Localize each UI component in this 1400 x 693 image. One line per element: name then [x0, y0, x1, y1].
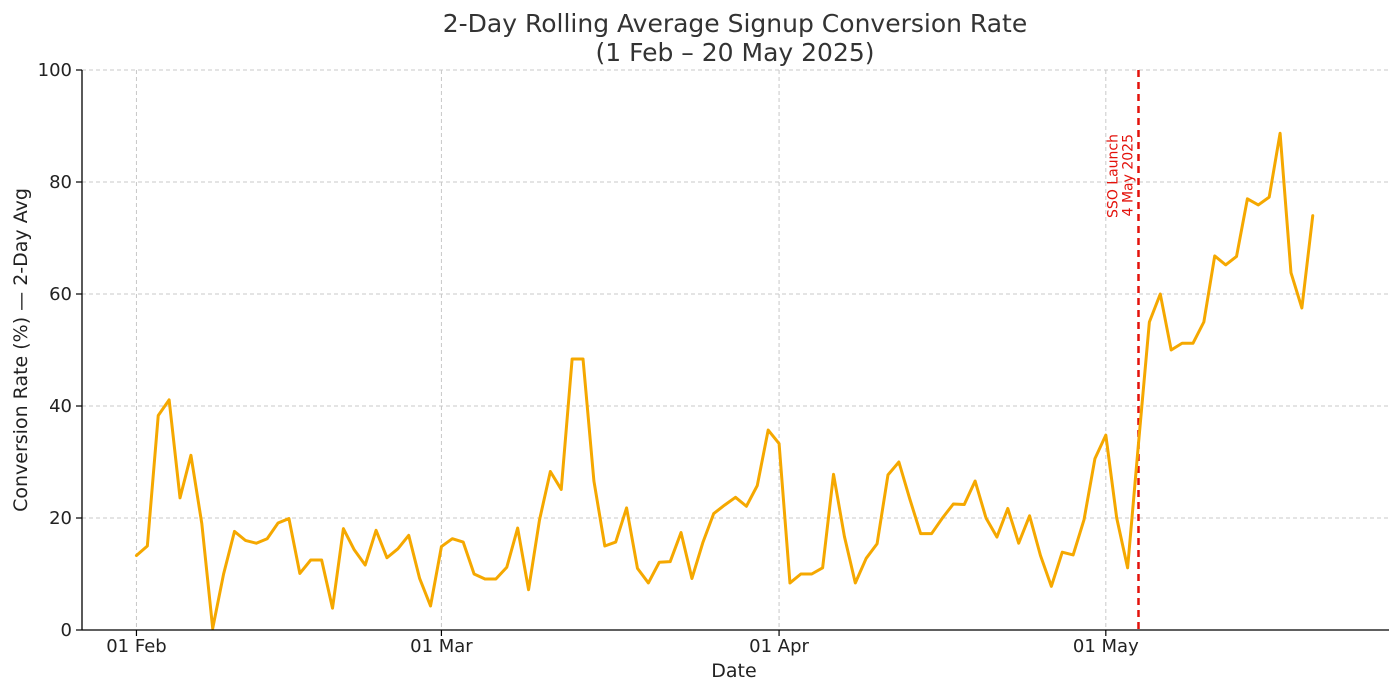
x-tick-label: 01 Feb	[106, 636, 167, 657]
x-ticks: 01 Feb 01 Mar 01 Apr 01 May	[106, 630, 1139, 657]
annotation: SSO Launch 4 May 2025	[1105, 70, 1140, 630]
x-tick-label: 01 Mar	[410, 636, 473, 657]
y-ticks: 0 20 40 60 80 100	[38, 60, 82, 641]
y-tick-label: 80	[49, 172, 72, 193]
grid	[82, 69, 1389, 631]
y-tick-label: 60	[49, 284, 72, 305]
series	[134, 131, 1315, 630]
y-tick-label: 0	[61, 620, 72, 641]
chart-title: 2-Day Rolling Average Signup Conversion …	[443, 9, 1028, 38]
y-tick-label: 40	[49, 396, 72, 417]
y-axis-label: Conversion Rate (%) — 2-Day Avg	[10, 188, 32, 512]
annotation-label-line2: 4 May 2025	[1120, 134, 1136, 216]
x-tick-label: 01 Apr	[749, 636, 809, 657]
annotation-label-line1: SSO Launch	[1105, 134, 1121, 218]
x-tick-label: 01 May	[1073, 636, 1139, 657]
x-axis-label: Date	[711, 660, 756, 682]
y-tick-label: 100	[38, 60, 72, 81]
conversion-rate-series-line	[134, 131, 1315, 630]
y-tick-label: 20	[49, 508, 72, 529]
chart-subtitle: (1 Feb – 20 May 2025)	[595, 38, 874, 67]
axes	[81, 70, 1389, 631]
